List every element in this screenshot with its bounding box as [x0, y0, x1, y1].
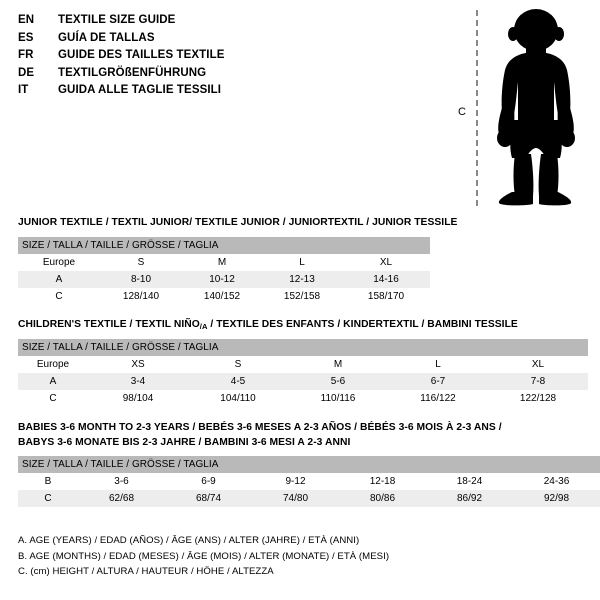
table-cell: L — [388, 355, 488, 373]
table-cell: 24-36 — [513, 473, 600, 490]
table-cell: XL — [488, 355, 588, 373]
table-cell: 74/80 — [252, 490, 339, 507]
legend-item-age-years: A. AGE (YEARS) / EDAD (AÑOS) / ÂGE (ANS)… — [18, 535, 360, 546]
row-label: A — [18, 270, 100, 288]
row-label: Europe — [18, 253, 100, 271]
table-row: Europe XS S M L XL — [18, 355, 588, 373]
legend-item-height: C. (cm) HEIGHT / ALTURA / HAUTEUR / HÖHE… — [18, 566, 274, 577]
toddler-silhouette-icon — [497, 9, 575, 206]
height-dashed-line — [476, 10, 478, 206]
section-title-part: CHILDREN'S TEXTILE / TEXTIL NIÑO — [18, 319, 200, 330]
table-cell: S — [188, 355, 288, 373]
table-cell: 98/104 — [88, 389, 188, 407]
table-cell: 6-9 — [165, 473, 252, 490]
language-code: ES — [18, 31, 34, 44]
language-code: FR — [18, 49, 34, 61]
table-cell: 128/140 — [100, 287, 182, 305]
height-measurement-illustration: C — [440, 0, 600, 212]
row-label: B — [18, 473, 78, 490]
table-band-row: SIZE / TALLA / TAILLE / GRÖSSE / TAGLIA — [18, 236, 430, 254]
row-label: C — [18, 287, 100, 305]
table-cell: 86/92 — [426, 490, 513, 507]
table-cell: 116/122 — [388, 389, 488, 407]
table-cell: 8-10 — [100, 270, 182, 288]
table-cell: 68/74 — [165, 490, 252, 507]
section-title-line1: BABIES 3-6 MONTH TO 2-3 YEARS / BEBÉS 3-… — [18, 422, 502, 433]
section-title-subscript: /A — [199, 322, 208, 331]
language-row: DE TEXTILGRÖßENFÜHRUNG — [18, 67, 438, 85]
table-cell: 110/116 — [288, 389, 388, 407]
table-cell: 12-13 — [262, 270, 342, 288]
table-band-row: SIZE / TALLA / TAILLE / GRÖSSE / TAGLIA — [18, 338, 588, 356]
row-label: Europe — [18, 355, 88, 373]
table-band-row: SIZE / TALLA / TAILLE / GRÖSSE / TAGLIA — [18, 456, 600, 473]
size-band-label: SIZE / TALLA / TAILLE / GRÖSSE / TAGLIA — [18, 236, 430, 254]
table-cell: XL — [342, 253, 430, 271]
table-cell: 158/170 — [342, 287, 430, 305]
table-cell: 14-16 — [342, 270, 430, 288]
table-cell: L — [262, 253, 342, 271]
language-title: TEXTILE SIZE GUIDE — [58, 14, 176, 26]
legend-item-age-months: B. AGE (MONTHS) / EDAD (MESES) / ÂGE (MO… — [18, 550, 390, 562]
table-cell: M — [288, 355, 388, 373]
table-cell: 122/128 — [488, 389, 588, 407]
table-cell: 12-18 — [339, 473, 426, 490]
table-cell: 10-12 — [182, 270, 262, 288]
section-childrens-textile: CHILDREN'S TEXTILE / TEXTIL NIÑO/A / TEX… — [18, 318, 588, 407]
language-row: EN TEXTILE SIZE GUIDE — [18, 14, 438, 32]
language-title: GUIDE DES TAILLES TEXTILE — [58, 49, 225, 61]
table-row: B 3-6 6-9 9-12 12-18 18-24 24-36 — [18, 473, 600, 490]
table-cell: 80/86 — [339, 490, 426, 507]
measurement-legend: A. AGE (YEARS) / EDAD (AÑOS) / ÂGE (ANS)… — [18, 533, 389, 580]
table-row: A 8-10 10-12 12-13 14-16 — [18, 270, 430, 288]
table-cell: 9-12 — [252, 473, 339, 490]
section-title-line2: BABYS 3-6 MONATE BIS 2-3 JAHRE / BAMBINI… — [18, 436, 351, 448]
size-band-label: SIZE / TALLA / TAILLE / GRÖSSE / TAGLIA — [18, 338, 588, 356]
section-title-part: / TEXTILE DES ENFANTS / KINDERTEXTIL / B… — [207, 319, 518, 330]
junior-size-table: SIZE / TALLA / TAILLE / GRÖSSE / TAGLIA … — [18, 236, 430, 305]
row-label: C — [18, 389, 88, 407]
table-cell: 7-8 — [488, 372, 588, 390]
language-code: EN — [18, 14, 35, 26]
table-row: C 128/140 140/152 152/158 158/170 — [18, 287, 430, 305]
section-junior-textile: JUNIOR TEXTILE / TEXTIL JUNIOR/ TEXTILE … — [18, 216, 457, 305]
language-row: ES GUÍA DE TALLAS — [18, 32, 438, 50]
table-cell: M — [182, 253, 262, 271]
table-cell: 92/98 — [513, 490, 600, 507]
table-cell: S — [100, 253, 182, 271]
height-axis-label: C — [458, 106, 466, 118]
language-code: DE — [18, 66, 35, 79]
table-cell: 3-4 — [88, 372, 188, 390]
language-row: FR GUIDE DES TAILLES TEXTILE — [18, 49, 438, 67]
table-cell: XS — [88, 355, 188, 373]
table-cell: 4-5 — [188, 372, 288, 390]
table-cell: 18-24 — [426, 473, 513, 490]
table-cell: 104/110 — [188, 389, 288, 407]
section-babies-textile: BABIES 3-6 MONTH TO 2-3 YEARS / BEBÉS 3-… — [18, 421, 600, 507]
size-band-label: SIZE / TALLA / TAILLE / GRÖSSE / TAGLIA — [18, 456, 600, 473]
table-row: A 3-4 4-5 5-6 6-7 7-8 — [18, 372, 588, 390]
language-code: IT — [18, 84, 29, 96]
language-header-list: EN TEXTILE SIZE GUIDE ES GUÍA DE TALLAS … — [18, 14, 438, 102]
table-cell: 140/152 — [182, 287, 262, 305]
row-label: C — [18, 490, 78, 507]
table-cell: 3-6 — [78, 473, 165, 490]
table-cell: 5-6 — [288, 372, 388, 390]
table-row: C 62/68 68/74 74/80 80/86 86/92 92/98 — [18, 490, 600, 507]
babies-size-table: SIZE / TALLA / TAILLE / GRÖSSE / TAGLIA … — [18, 456, 600, 507]
row-label: A — [18, 372, 88, 390]
table-cell: 62/68 — [78, 490, 165, 507]
table-row: C 98/104 104/110 110/116 116/122 122/128 — [18, 389, 588, 407]
language-title: TEXTILGRÖßENFÜHRUNG — [58, 66, 207, 79]
language-title: GUÍA DE TALLAS — [58, 31, 155, 44]
table-cell: 152/158 — [262, 287, 342, 305]
language-row: IT GUIDA ALLE TAGLIE TESSILI — [18, 84, 438, 102]
children-size-table: SIZE / TALLA / TAILLE / GRÖSSE / TAGLIA … — [18, 338, 588, 407]
section-title: JUNIOR TEXTILE / TEXTIL JUNIOR/ TEXTILE … — [18, 217, 458, 228]
table-cell: 6-7 — [388, 372, 488, 390]
section-title: CHILDREN'S TEXTILE / TEXTIL NIÑO/A / TEX… — [18, 318, 588, 333]
table-row: Europe S M L XL — [18, 253, 430, 271]
language-title: GUIDA ALLE TAGLIE TESSILI — [58, 84, 222, 96]
